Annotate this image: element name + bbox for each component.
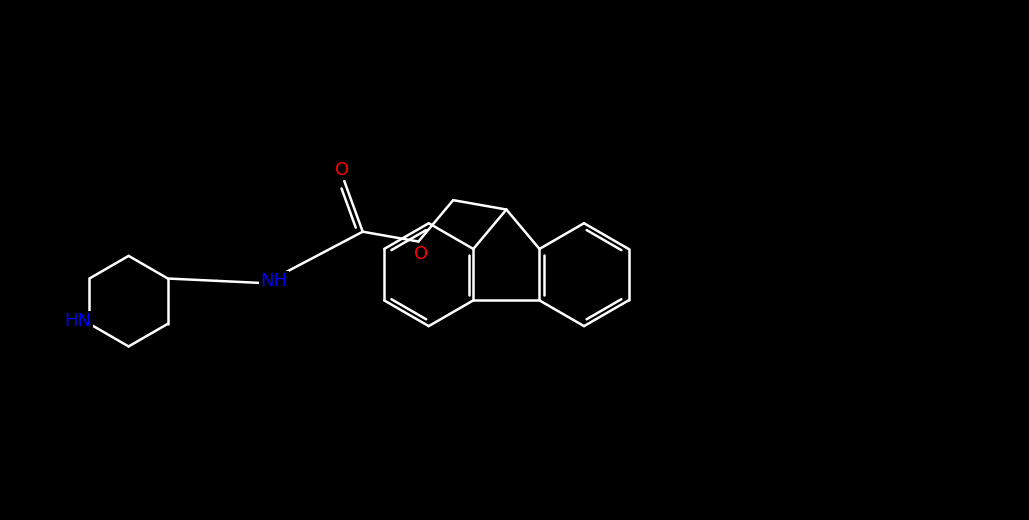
Text: O: O (334, 161, 349, 178)
Text: HN: HN (65, 312, 92, 330)
Text: O: O (414, 245, 428, 264)
Text: NH: NH (260, 272, 288, 290)
